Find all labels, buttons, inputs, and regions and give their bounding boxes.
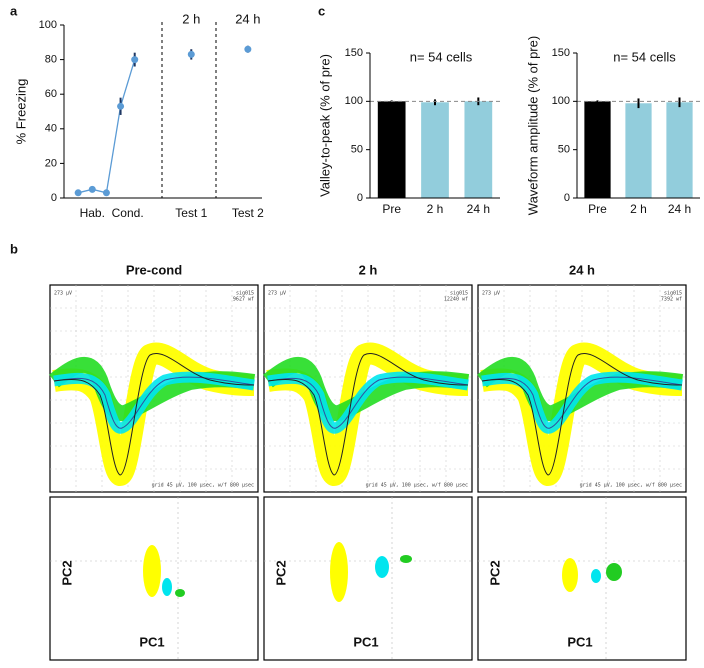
waveform-mean [267, 376, 469, 429]
y-tick-label: 150 [345, 47, 363, 59]
column-title: 24 h [569, 262, 595, 277]
annotation: 24 h [235, 11, 260, 26]
cluster [143, 545, 161, 597]
channel-label: sig015 [236, 291, 254, 297]
y-tick-label: 150 [552, 47, 570, 59]
grid-label: grid 45 μV, 100 μsec, w/f 800 μsec [580, 483, 682, 489]
y-axis-label: % Freezing [13, 79, 28, 145]
scale-label: 273 μV [482, 291, 500, 297]
pc-y-label: PC2 [59, 560, 74, 585]
waveform-mean [53, 376, 255, 429]
cluster [330, 542, 348, 602]
pc-y-label: PC2 [487, 560, 502, 585]
channel-label: sig015 [664, 291, 682, 297]
panel-frame [263, 496, 473, 661]
y-tick-label: 80 [45, 54, 57, 66]
y-tick-label: 60 [45, 88, 57, 100]
y-tick-label: 100 [552, 95, 570, 107]
y-tick-label: 20 [45, 157, 57, 169]
bar [421, 102, 449, 198]
y-tick-label: 0 [564, 192, 570, 204]
x-tick-label: 2 h [427, 202, 444, 216]
cluster [400, 555, 412, 563]
panel-frame [477, 496, 687, 661]
bar [377, 101, 406, 198]
data-point [74, 189, 82, 197]
grid-label: grid 45 μV, 100 μsec, w/f 800 μsec [366, 483, 468, 489]
bar [625, 103, 652, 198]
data-point [244, 45, 252, 53]
column-title: Pre-cond [126, 262, 182, 277]
pc-y-label: PC2 [273, 560, 288, 585]
data-point [117, 102, 125, 110]
count-label: 9627 wf [233, 297, 254, 303]
x-tick-label: 24 h [668, 202, 691, 216]
bar [666, 102, 693, 198]
y-tick-label: 0 [51, 192, 57, 204]
waveform-mean [53, 353, 255, 476]
pc-x-label: PC1 [139, 634, 164, 649]
bar [584, 101, 611, 198]
data-point [131, 56, 139, 64]
data-point [102, 189, 110, 197]
bar [464, 101, 493, 198]
pc-x-label: PC1 [353, 634, 378, 649]
cluster [606, 563, 622, 581]
y-tick-label: 0 [357, 192, 363, 204]
column-title: 2 h [359, 262, 378, 277]
data-point [187, 50, 195, 58]
annotation: 2 h [182, 11, 200, 26]
cluster [375, 556, 389, 578]
x-tick-label: 24 h [467, 202, 490, 216]
series-line [77, 59, 136, 194]
cluster [162, 578, 172, 596]
y-axis-label: Valley-to-peak (% of pre) [317, 54, 332, 197]
y-axis-label: Waveform amplitude (% of pre) [525, 36, 540, 215]
panel-label: a [10, 3, 18, 18]
x-tick-label: Pre [588, 202, 607, 216]
panel-label: b [10, 241, 18, 256]
x-tick-label: Test 2 [232, 206, 264, 220]
y-tick-label: 40 [45, 123, 57, 135]
cluster [175, 589, 185, 597]
channel-label: sig015 [450, 291, 468, 297]
cluster [591, 569, 601, 583]
pc-x-label: PC1 [567, 634, 592, 649]
x-tick-label: 2 h [630, 202, 647, 216]
data-point [88, 185, 96, 193]
x-tick-label: Cond. [112, 206, 144, 220]
pca-panel: PC1 PC2 [49, 496, 259, 661]
x-tick-label: Pre [382, 202, 401, 216]
count-label: 7392 wf [661, 297, 682, 303]
y-tick-label: 50 [351, 144, 363, 156]
y-tick-label: 100 [39, 19, 57, 31]
cluster [562, 558, 578, 592]
pca-panel: PC1 PC2 [263, 496, 473, 661]
annotation: n= 54 cells [613, 49, 676, 64]
scale-label: 273 μV [268, 291, 286, 297]
annotation: n= 54 cells [410, 49, 473, 64]
scale-label: 273 μV [54, 291, 72, 297]
grid-label: grid 45 μV, 100 μsec, w/f 800 μsec [152, 483, 254, 489]
y-tick-label: 100 [345, 95, 363, 107]
waveform-mean [267, 353, 469, 476]
panel-label: c [318, 3, 325, 18]
waveform-mean [481, 376, 683, 429]
waveform-mean [481, 353, 683, 476]
y-tick-label: 50 [558, 144, 570, 156]
x-tick-label: Hab. [80, 206, 105, 220]
pca-panel: PC1 PC2 [477, 496, 687, 661]
x-tick-label: Test 1 [175, 206, 207, 220]
count-label: 12240 wf [444, 297, 468, 303]
